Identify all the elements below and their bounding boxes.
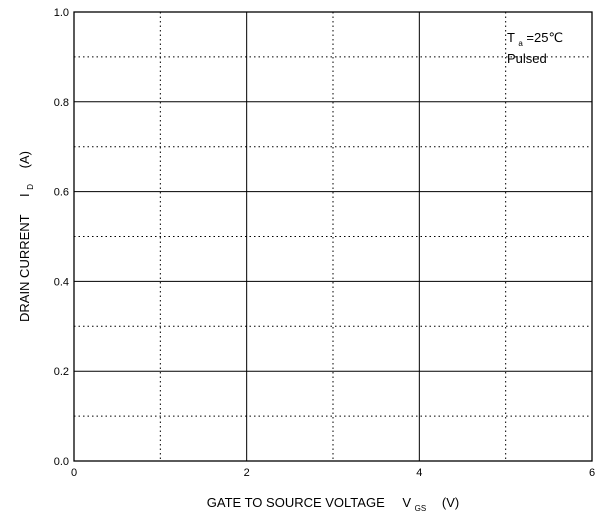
x-axis-label-symbol: V bbox=[402, 495, 411, 510]
condition-subscript: a bbox=[518, 39, 523, 48]
y-axis-label-subscript: D bbox=[26, 184, 35, 190]
x-axis-label: GATE TO SOURCE VOLTAGE V GS (V) bbox=[207, 495, 459, 514]
condition-symbol: T bbox=[507, 30, 515, 45]
y-axis-label-main: DRAIN CURRENT bbox=[17, 214, 32, 322]
y-tick-label: 0.6 bbox=[54, 187, 69, 199]
x-tick-labels: 0 2 4 6 bbox=[71, 467, 595, 479]
pulsed-annotation: Pulsed bbox=[507, 51, 547, 66]
condition-annotation: T a =25℃ bbox=[507, 30, 563, 49]
condition-value: =25℃ bbox=[526, 30, 563, 45]
x-tick-label: 2 bbox=[244, 467, 250, 479]
y-tick-label: 0.8 bbox=[54, 97, 69, 109]
x-axis-label-main: GATE TO SOURCE VOLTAGE bbox=[207, 495, 385, 510]
y-axis-label-unit: (A) bbox=[17, 151, 32, 168]
y-tick-label: 0.4 bbox=[54, 276, 69, 288]
y-tick-label: 0.0 bbox=[54, 456, 69, 468]
y-tick-label: 0.2 bbox=[54, 366, 69, 378]
x-tick-label: 6 bbox=[589, 467, 595, 479]
y-tick-label: 1.0 bbox=[54, 7, 69, 19]
y-axis-label-symbol: I bbox=[17, 193, 32, 197]
x-axis-label-unit: (V) bbox=[442, 495, 459, 510]
plot-frame bbox=[73, 11, 593, 462]
major-grid bbox=[74, 12, 592, 461]
x-tick-label: 4 bbox=[416, 467, 422, 479]
minor-grid bbox=[74, 12, 592, 461]
x-axis-label-subscript: GS bbox=[415, 504, 427, 513]
y-tick-labels: 0.0 0.2 0.4 0.6 0.8 1.0 bbox=[54, 7, 69, 468]
x-tick-label: 0 bbox=[71, 467, 77, 479]
y-axis-label: DRAIN CURRENT I D (A) bbox=[17, 151, 36, 322]
